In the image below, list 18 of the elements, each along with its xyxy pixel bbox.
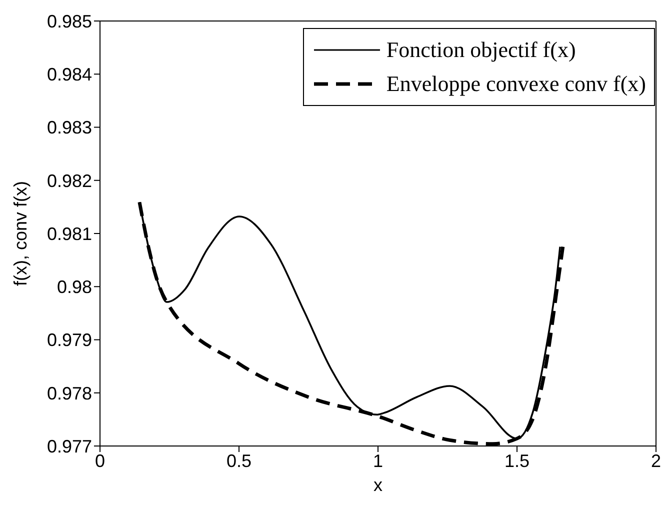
y-tick-label: 0.979 — [46, 330, 92, 350]
y-tick-label: 0.984 — [46, 64, 92, 85]
y-tick-label: 0.982 — [46, 170, 92, 191]
y-tick-label: 0.983 — [46, 118, 92, 138]
x-axis-title: x — [374, 475, 382, 495]
y-tick-label: 0.981 — [46, 224, 92, 244]
x-tick-label: 0 — [94, 450, 106, 471]
y-tick-label: 0.977 — [46, 436, 92, 456]
x-tick-label: 2 — [650, 450, 662, 471]
y-tick-label: 0.978 — [46, 383, 92, 404]
y-tick-label: 0.985 — [46, 11, 92, 32]
x-tick-label: 0.5 — [226, 450, 252, 471]
x-tick-label: 1.5 — [504, 450, 530, 471]
y-axis-title: f(x), conv f(x) — [10, 180, 30, 286]
y-tick-label: 0.98 — [56, 277, 92, 298]
x-tick-label: 1 — [372, 450, 384, 471]
legend-label: Enveloppe convexe conv f(x) — [386, 71, 646, 97]
legend-label: Fonction objectif f(x) — [386, 37, 576, 63]
